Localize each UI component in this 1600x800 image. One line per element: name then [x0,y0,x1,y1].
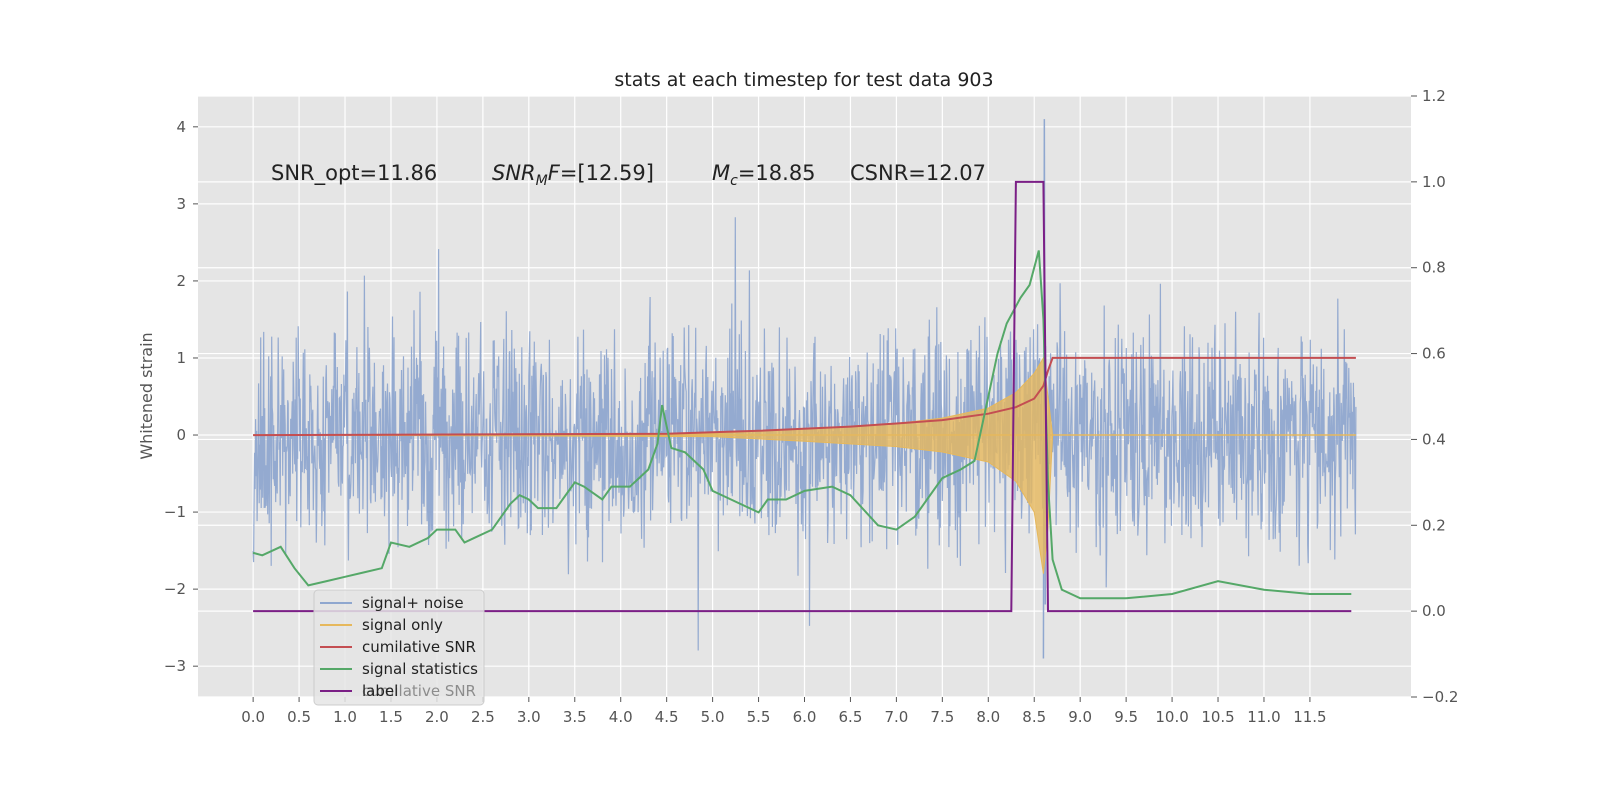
annotation-3: CSNR=12.07 [850,161,986,185]
x-tick-label: 1.0 [333,708,357,726]
annotation-0: SNR_opt=11.86 [271,161,437,186]
axes: 0.0 0.5 1.0 1.5 2.0 2.5 3.0 3.5 4.0 4.5 5.0 5.5 6.0 6… [164,87,1459,726]
x-tick-label: 7.5 [930,708,954,726]
x-tick-label: 5.5 [747,708,771,726]
noise-line [252,217,1357,651]
x-tick-label: 4.0 [609,708,633,726]
y-tick-label: 2 [176,272,186,290]
legend: cumilative SNR signal+ noise signal only cu… [313,589,485,706]
y2-tick-label: 0.6 [1422,345,1446,363]
y-tick-label: −3 [164,657,186,675]
x-tick-label: 8.5 [1022,708,1046,726]
label-line [253,180,1352,613]
x-tick-label: 2.5 [471,708,495,726]
legend-entry: signal statistics [362,660,478,678]
x-tick-label: 9.0 [1068,708,1092,726]
x-tick-label: 10.5 [1201,708,1234,726]
legend-entry: signal+ noise [362,594,464,612]
x-tick-label: 8.0 [976,708,1000,726]
x-tick-label: 9.5 [1114,708,1138,726]
legend-entry: cumilative SNR [362,638,476,656]
x-tick-label: 0.5 [287,708,311,726]
y2-tick-label: 0.2 [1422,516,1446,534]
x-tick-label: 4.5 [655,708,679,726]
y2-tick-label: −0.2 [1422,688,1458,706]
x-tick-label: 11.0 [1247,708,1280,726]
x-tick-label: 6.5 [839,708,863,726]
legend-box [313,589,485,706]
x-tick-label: 3.0 [517,708,541,726]
y-tick-label: 1 [176,349,186,367]
cumulative-snr-line [253,356,1356,437]
x-tick-label: 0.0 [241,708,265,726]
y2-tick-label: 0.8 [1422,259,1446,277]
annotations: SNR_opt=11.86 SNRMF=[12.59] Mc=18.85 CSNR=1… [271,161,986,189]
x-tick-label: 11.5 [1293,708,1326,726]
y-tick-label: 0 [176,426,186,444]
y-tick-label: −2 [164,580,186,598]
x-tick-label: 6.0 [793,708,817,726]
y2-tick-label: 0.4 [1422,430,1446,448]
y2-tick-label: 1.2 [1422,87,1446,105]
x-tick-label: 2.0 [425,708,449,726]
y-axis-label: Whitened strain [137,332,156,459]
signal-statistics-line [252,250,1352,600]
legend-ghost-text: cumilative SNR [362,682,476,700]
annotation-1: SNRMF=[12.59] [492,161,654,189]
y-tick-label: 3 [176,195,186,213]
y2-tick-label: 1.0 [1422,173,1446,191]
signal-only-band [253,356,1356,574]
y-tick-label: −1 [164,503,186,521]
chart-title: stats at each timestep for test data 903 [614,69,993,91]
x-tick-label: 5.0 [701,708,725,726]
x-tick-label: 7.0 [884,708,908,726]
y-tick-label: 4 [176,118,186,136]
x-tick-label: 1.5 [379,708,403,726]
x-tick-label: 3.5 [563,708,587,726]
x-tick-label: 10.0 [1155,708,1188,726]
legend-entry: label [362,682,398,700]
right-axis-series [252,180,1356,613]
annotation-2: Mc=18.85 [712,161,816,189]
legend-entry: signal only [362,616,443,634]
y2-tick-label: 0.0 [1422,602,1446,620]
